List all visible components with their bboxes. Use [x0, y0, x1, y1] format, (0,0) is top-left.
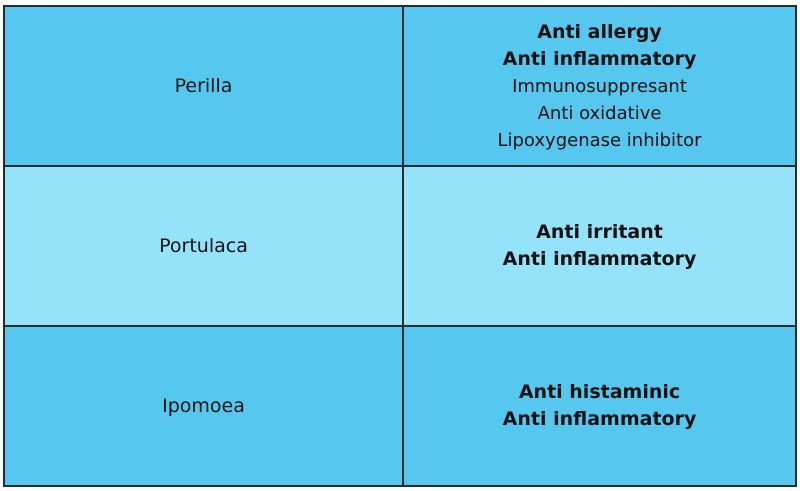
effect: Lipoxygenase inhibitor	[497, 129, 702, 151]
effect: Anti irritant	[536, 221, 663, 243]
effects-cell: Anti allergy Anti inflammatory Immunosuppr…	[402, 5, 797, 167]
table-row: Portulaca Anti irritant Anti inflammatory	[3, 165, 797, 327]
table: Perilla Anti allergy Anti inflammatory Immu…	[3, 5, 797, 487]
plant-name: Perilla	[3, 5, 404, 167]
effects-cell: Anti histaminic Anti inflammatory	[402, 325, 797, 487]
effect: Anti inflammatory	[502, 47, 697, 70]
effect: Anti histaminic	[518, 381, 681, 403]
effect: Anti allergy	[537, 20, 662, 43]
table-body: Perilla Anti allergy Anti inflammatory Immu…	[3, 5, 797, 487]
plant-name: Ipomoea	[3, 325, 404, 487]
table-row: Perilla Anti allergy Anti inflammatory Immu…	[3, 5, 797, 167]
effect: Anti inflammatory	[502, 248, 697, 270]
effect: Immunosuppresant	[512, 75, 687, 97]
table-row: Ipomoea Anti histaminic Anti inflammatory	[3, 325, 797, 487]
plant-name: Portulaca	[3, 165, 404, 327]
effect: Anti inflammatory	[502, 408, 697, 430]
effect: Anti oxidative	[537, 102, 662, 124]
effects-cell: Anti irritant Anti inflammatory	[402, 165, 797, 327]
